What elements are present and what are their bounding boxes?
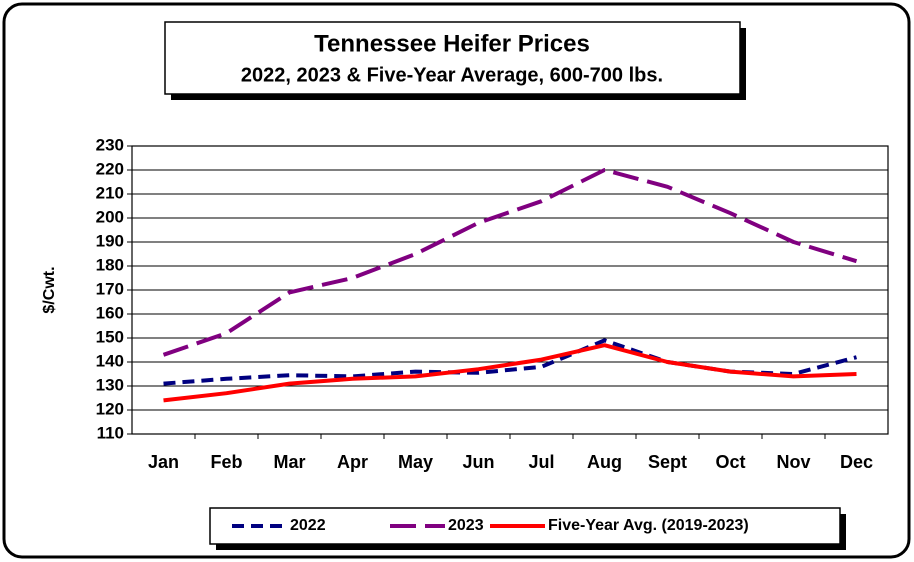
y-tick-label: 190	[96, 231, 124, 250]
y-tick-label: 170	[96, 279, 124, 298]
y-tick-label: 180	[96, 255, 124, 274]
x-tick-label: May	[398, 452, 433, 472]
y-tick-label: 110	[97, 423, 124, 442]
x-tick-label: Jun	[462, 452, 494, 472]
legend-label: Five-Year Avg. (2019-2023)	[548, 517, 749, 534]
y-tick-label: 130	[96, 375, 124, 394]
y-tick-label: 230	[96, 135, 124, 154]
legend-label: 2023	[448, 517, 484, 534]
x-tick-label: Dec	[840, 452, 873, 472]
y-tick-label: 140	[96, 351, 124, 370]
y-tick-label: 200	[96, 207, 124, 226]
x-tick-label: Nov	[776, 452, 810, 472]
chart-title: Tennessee Heifer Prices	[314, 30, 590, 57]
x-tick-label: Jul	[528, 452, 554, 472]
x-tick-label: Feb	[210, 452, 242, 472]
y-tick-label: 210	[96, 183, 124, 202]
x-tick-label: Apr	[337, 452, 368, 472]
x-tick-label: Sept	[648, 452, 687, 472]
chart-subtitle: 2022, 2023 & Five-Year Average, 600-700 …	[241, 64, 663, 86]
y-tick-label: 120	[96, 399, 124, 418]
legend-label: 2022	[290, 517, 326, 534]
series-line	[162, 168, 858, 357]
y-axis-label: $/Cwt.	[41, 266, 58, 313]
x-tick-label: Oct	[715, 452, 745, 472]
series-line	[163, 338, 858, 386]
x-tick-label: Mar	[273, 452, 305, 472]
y-tick-label: 160	[96, 303, 124, 322]
title-box	[164, 21, 741, 95]
y-tick-label: 150	[96, 327, 124, 346]
y-tick-label: 220	[96, 159, 124, 178]
x-tick-label: Jan	[148, 452, 179, 472]
x-tick-label: Aug	[587, 452, 622, 472]
series-line	[163, 343, 857, 403]
